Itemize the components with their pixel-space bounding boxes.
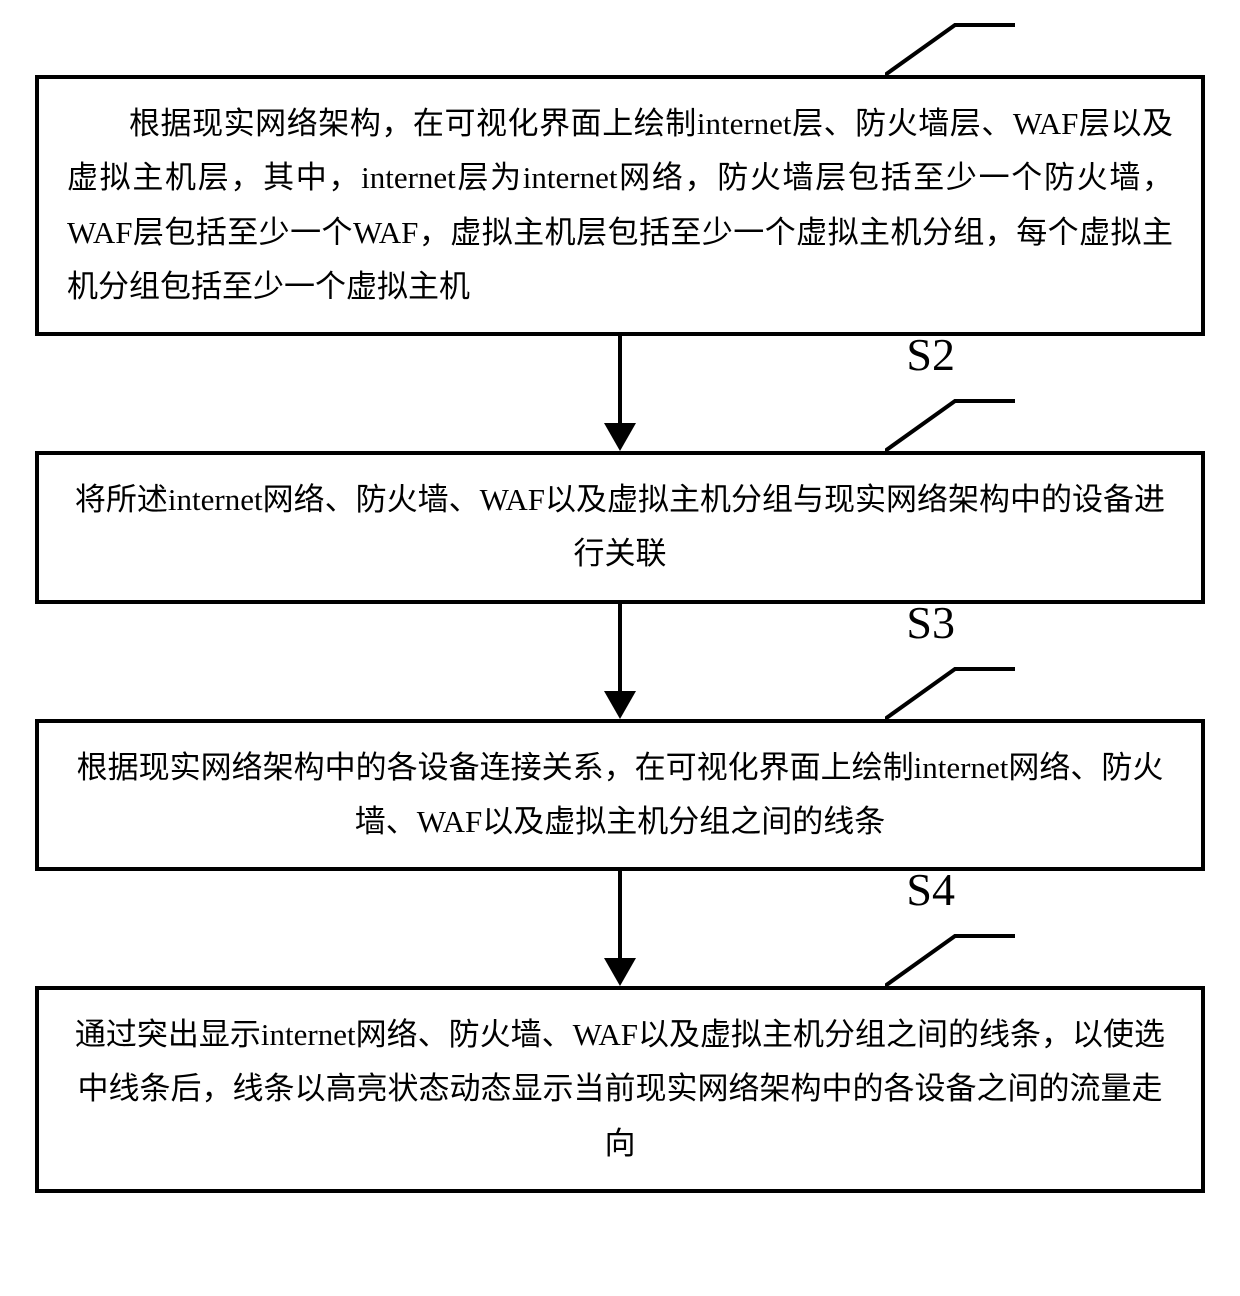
- step-box-s4: 通过突出显示internet网络、防火墙、WAF以及虚拟主机分组之间的线条，以使…: [35, 986, 1205, 1193]
- arrow-connector: [35, 604, 1205, 719]
- step-box-s2: 将所述internet网络、防火墙、WAF以及虚拟主机分组与现实网络架构中的设备…: [35, 451, 1205, 604]
- step-text: 将所述internet网络、防火墙、WAF以及虚拟主机分组与现实网络架构中的设备…: [67, 473, 1173, 582]
- step-box-s1: 根据现实网络架构，在可视化界面上绘制internet层、防火墙层、WAF层以及虚…: [35, 75, 1205, 336]
- label-connector-line: [885, 664, 1015, 714]
- label-text: S4: [906, 863, 955, 916]
- flowchart-container: S1 根据现实网络架构，在可视化界面上绘制internet层、防火墙层、WAF层…: [35, 20, 1205, 1193]
- step-text: 根据现实网络架构，在可视化界面上绘制internet层、防火墙层、WAF层以及虚…: [67, 97, 1173, 314]
- label-connector-line: [885, 20, 1015, 70]
- arrow-line: [618, 604, 622, 691]
- arrow-connector: [35, 871, 1205, 986]
- arrow-head-icon: [604, 691, 636, 719]
- step-label-s1: S1: [885, 20, 1015, 70]
- step-label-s3: S3: [885, 664, 1015, 714]
- step-text: 根据现实网络架构中的各设备连接关系，在可视化界面上绘制internet网络、防火…: [67, 741, 1173, 850]
- step-label-s2: S2: [885, 396, 1015, 446]
- label-connector-line: [885, 931, 1015, 981]
- arrow-line: [618, 871, 622, 958]
- label-text: S2: [906, 328, 955, 381]
- arrow-line: [618, 336, 622, 423]
- label-text: S1: [906, 0, 955, 5]
- label-connector-line: [885, 396, 1015, 446]
- step-text: 通过突出显示internet网络、防火墙、WAF以及虚拟主机分组之间的线条，以使…: [67, 1008, 1173, 1171]
- arrow-connector: [35, 336, 1205, 451]
- label-text: S3: [906, 596, 955, 649]
- step-box-s3: 根据现实网络架构中的各设备连接关系，在可视化界面上绘制internet网络、防火…: [35, 719, 1205, 872]
- step-label-s4: S4: [885, 931, 1015, 981]
- arrow-head-icon: [604, 423, 636, 451]
- arrow-head-icon: [604, 958, 636, 986]
